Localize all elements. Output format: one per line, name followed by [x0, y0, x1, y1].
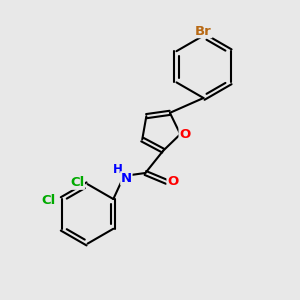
Text: Br: Br	[195, 25, 212, 38]
Text: H: H	[112, 163, 122, 176]
Text: Cl: Cl	[41, 194, 56, 207]
Text: Cl: Cl	[70, 176, 84, 189]
Text: O: O	[167, 176, 178, 188]
Text: O: O	[179, 128, 190, 141]
Text: N: N	[121, 172, 132, 185]
